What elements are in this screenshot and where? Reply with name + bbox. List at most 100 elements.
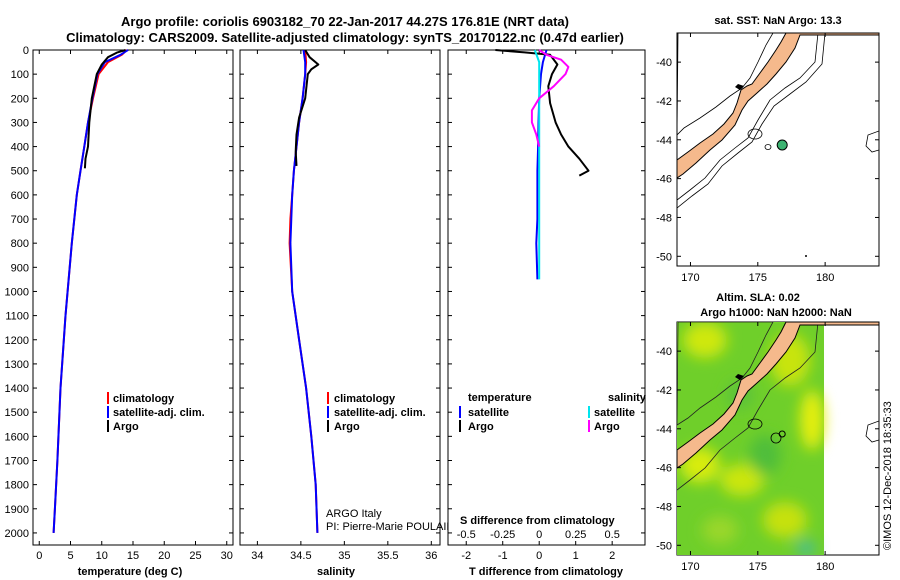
series-satellite-adj-clim- <box>289 49 319 533</box>
sla-map-title-line2: Argo h1000: NaN h2000: NaN <box>700 307 852 319</box>
credit-pi: PI: Pierre-Marie POULAIN <box>326 521 454 533</box>
temperature-panel: 0100200300400500600700800900100011001200… <box>5 45 234 578</box>
y-tick-label: 1600 <box>5 431 29 443</box>
x-tick-label: 0 <box>536 550 542 562</box>
y-tick-label: 300 <box>11 117 29 129</box>
map-x-tick-label: 175 <box>749 561 767 573</box>
figure-title-line1: Argo profile: coriolis 6903182_70 22-Jan… <box>121 14 569 29</box>
x-tick-label: 10 <box>96 550 108 562</box>
s-tick-label: -0.25 <box>490 529 515 541</box>
map-y-tick-label: -48 <box>656 501 672 513</box>
east-contour <box>865 420 879 443</box>
salinity-series-group <box>288 49 320 533</box>
x-tick-label: 30 <box>221 550 233 562</box>
difference-panel: -2 -1 0 1 2 -0.5 -0.25 0 0.25 0.5 T difference fr… <box>447 49 647 578</box>
s-tick-label: 0 <box>536 529 542 541</box>
temperature-series-group <box>52 49 129 533</box>
sst-map-panel: sat. SST: NaN Argo: 13.3 -40 -42 -44 -46 -48… <box>656 15 880 284</box>
y-tick-label: 1900 <box>5 504 29 516</box>
x-tick-label: 35.5 <box>377 550 398 562</box>
map-y-tick-label: -46 <box>656 174 672 186</box>
map-y-tick-label: -44 <box>656 424 672 436</box>
salinity-legend: climatology satellite-adj. clim. Argo <box>327 392 426 433</box>
chatham-rise-contour <box>747 418 763 430</box>
salinity-plot-frame <box>239 49 441 546</box>
sst-isobath-north <box>677 33 774 136</box>
y-tick-label: 1500 <box>5 407 29 419</box>
sla-map-content <box>677 322 879 555</box>
x-tick-label: 25 <box>189 550 201 562</box>
imos-credit-footer: ©IMOS 12-Dec-2018 18:35:33 <box>882 401 894 550</box>
small-contour <box>770 432 782 444</box>
x-tick-label: 34 <box>251 550 263 562</box>
temperature-legend: climatology satellite-adj. clim. Argo <box>107 392 205 433</box>
sla-map-panel: Altim. SLA: 0.02 Argo h1000: NaN h2000: … <box>656 292 880 573</box>
map-y-tick-label: -42 <box>656 385 672 397</box>
x-tick-label: 15 <box>127 550 139 562</box>
legend-t-argo-label: Argo <box>468 421 494 433</box>
sst-map-axis-ticks: -40 -42 -44 -46 -48 -50 170 175 180 <box>656 33 879 284</box>
salinity-axis-ticks: 34 34.5 35 35.5 36 <box>240 49 440 562</box>
y-tick-label: 500 <box>11 166 29 178</box>
sst-map-content <box>677 33 879 257</box>
map-y-tick-label: -46 <box>656 463 672 475</box>
legend-argo-label: Argo <box>113 421 139 433</box>
x-tick-label: 35 <box>338 550 350 562</box>
land-detail <box>735 84 744 90</box>
x-tick-label: 1 <box>573 550 579 562</box>
series-t-argo <box>495 49 590 177</box>
map-y-tick-label: -40 <box>656 346 672 358</box>
x-tick-label: 36 <box>425 550 437 562</box>
y-tick-label: 200 <box>11 93 29 105</box>
map-y-tick-label: -48 <box>656 212 672 224</box>
legend-s-satellite-label: satellite <box>594 407 635 419</box>
credit-institution: ARGO Italy <box>326 508 382 520</box>
legend-argo-label: Argo <box>334 421 360 433</box>
difference-legend: temperature satellite Argo salinity sate… <box>459 392 647 433</box>
temperature-xlabel: temperature (deg C) <box>78 566 183 578</box>
x-tick-label: -1 <box>498 550 508 562</box>
small-contour <box>764 144 772 150</box>
sla-isobath-north <box>677 322 774 426</box>
s-tick-label: 0.25 <box>565 529 586 541</box>
series-s-satellite <box>533 49 541 280</box>
legend-t-satellite-label: satellite <box>468 407 509 419</box>
map-x-tick-label: 175 <box>749 272 767 284</box>
argo-position-marker <box>776 139 788 151</box>
series-argo <box>294 49 320 166</box>
y-tick-label: 700 <box>11 214 29 226</box>
sst-isobath-south <box>677 33 826 209</box>
salinity-panel: 34 34.5 35 35.5 36 salinity climatology sate… <box>239 49 454 578</box>
y-tick-label: 1800 <box>5 480 29 492</box>
temperature-axis-ticks: 0100200300400500600700800900100011001200… <box>5 45 233 562</box>
x-tick-label: -2 <box>461 550 471 562</box>
difference-series-group <box>495 49 590 280</box>
series-argo <box>83 49 126 169</box>
legend-climatology-label: climatology <box>334 393 396 405</box>
s-tick-label: -0.5 <box>457 529 476 541</box>
x-tick-label: 5 <box>67 550 73 562</box>
land-new-zealand <box>677 33 879 179</box>
y-tick-label: 1000 <box>5 286 29 298</box>
land-detail <box>735 374 744 380</box>
legend-climatology-label: climatology <box>113 393 175 405</box>
map-y-tick-label: -40 <box>656 57 672 69</box>
s-difference-title: S difference from climatology <box>460 515 616 527</box>
legend-s-argo-label: Argo <box>594 421 620 433</box>
map-x-tick-label: 170 <box>681 561 699 573</box>
salinity-xlabel: salinity <box>317 566 356 578</box>
y-tick-label: 1300 <box>5 359 29 371</box>
argo-position-marker <box>778 430 786 438</box>
y-tick-label: 1200 <box>5 335 29 347</box>
land-new-zealand <box>677 322 879 469</box>
map-x-tick-label: 170 <box>681 272 699 284</box>
y-tick-label: 100 <box>11 69 29 81</box>
sla-map-title-line1: Altim. SLA: 0.02 <box>716 292 800 304</box>
map-x-tick-label: 180 <box>816 272 834 284</box>
map-y-tick-label: -42 <box>656 96 672 108</box>
y-tick-label: 2000 <box>5 528 29 540</box>
series-t-satellite <box>535 49 548 280</box>
y-tick-label: 1400 <box>5 383 29 395</box>
